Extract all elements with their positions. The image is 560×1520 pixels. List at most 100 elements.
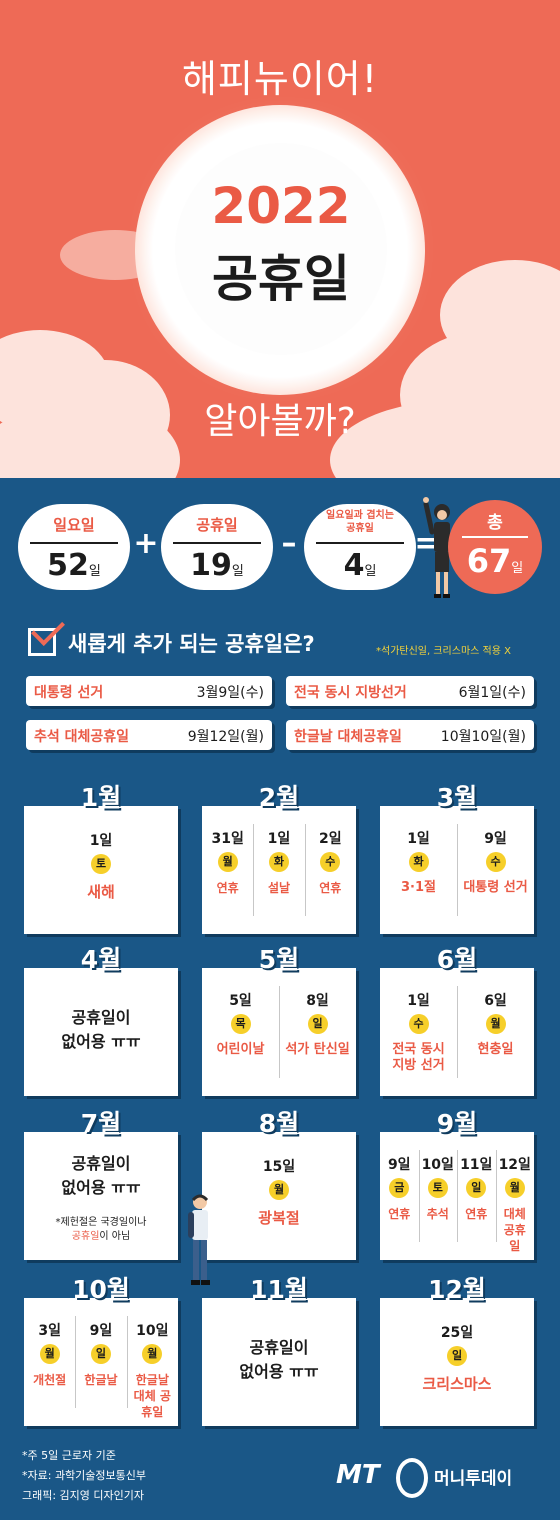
total-label: 총 — [487, 513, 503, 533]
footer-note: *자료: 과학기술정보통신부 — [22, 1469, 147, 1482]
note-text: 이 아님 — [99, 1231, 131, 1242]
weekday-badge: 금 — [389, 1178, 410, 1198]
holiday-name: 대체 공휴일 — [503, 1207, 526, 1253]
new-holiday-item: 전국 동시 지방선거 6월1일(수) — [286, 676, 534, 706]
holiday-entry: 1일 수 전국 동시 지방 선거 — [380, 968, 457, 1096]
plus-sign: + — [133, 526, 159, 561]
holiday-name: 한글날 대체 공휴일 — [133, 1373, 171, 1419]
weekday-badge: 수 — [485, 852, 506, 872]
holiday-day: 2일 — [319, 831, 342, 847]
month-title: 9월 — [436, 1109, 478, 1138]
year-text: 2022 — [211, 177, 351, 235]
holiday-name: 새해 — [87, 883, 115, 901]
column-divider — [457, 986, 458, 1078]
sun-circle: 2022 공휴일 — [175, 143, 387, 355]
holiday-day: 1일 — [89, 833, 113, 849]
hero-section: 해피뉴이어! 2022 공휴일 알아볼까? — [0, 0, 560, 478]
new-holiday-item: 추석 대체공휴일 9월12일(월) — [26, 720, 272, 750]
holiday-day: 25일 — [440, 1325, 474, 1341]
month-title: 1월 — [80, 783, 122, 812]
overlap-pill: 일요일과 겹치는 공휴일 4일 — [304, 504, 416, 590]
holiday-day: 5일 — [229, 993, 252, 1009]
weekday-badge: 일 — [466, 1178, 487, 1198]
holiday-name: 한글날 — [84, 1373, 118, 1387]
logo-name: 머니투데이 — [434, 1469, 513, 1489]
divider — [173, 542, 261, 544]
holiday-day: 10일 — [136, 1323, 169, 1339]
weekday-badge: 화 — [408, 852, 429, 872]
weekday-badge: 토 — [427, 1178, 448, 1198]
month-title: 7월 — [80, 1109, 122, 1138]
weekday-badge: 수 — [320, 852, 341, 872]
new-holiday-name: 한글날 대체공휴일 — [294, 729, 402, 745]
month-card: 9일 금 연휴 10일 토 추석 11일 일 연휴 12일 월 대체 공휴일 — [380, 1132, 534, 1260]
month-title: 6월 — [436, 945, 478, 974]
holiday-name: 연휴 — [465, 1207, 488, 1221]
holiday-name: 연휴 — [319, 881, 342, 895]
weekday-badge: 일 — [447, 1346, 467, 1366]
new-holidays-note: *석가탄신일, 크리스마스 적용 X — [376, 646, 511, 657]
overlap-label: 일요일과 겹치는 공휴일 — [326, 510, 394, 534]
no-holiday-line: 공휴일이 — [249, 1338, 309, 1357]
holiday-day: 6일 — [484, 993, 507, 1009]
footer-credit: 그래픽: 김지영 디자인기자 — [22, 1489, 145, 1502]
holidays-pill: 공휴일 19일 — [161, 504, 273, 590]
holiday-entry: 9일 수 대통령 선거 — [457, 806, 534, 934]
holiday-entry: 3일 월 개천절 — [24, 1298, 75, 1426]
greeting-text: 해피뉴이어! — [181, 57, 379, 101]
divider — [316, 542, 404, 544]
month-title: 5월 — [258, 945, 300, 974]
column-divider — [457, 824, 458, 916]
holiday-day: 9일 — [89, 1323, 113, 1339]
holiday-day: 1일 — [407, 831, 430, 847]
new-holiday-date: 10월10일(월) — [440, 729, 526, 745]
column-divider — [279, 986, 280, 1078]
holiday-name: 연휴 — [388, 1207, 411, 1221]
no-holiday-line: 공휴일이 — [71, 1154, 131, 1173]
weekday-badge: 목 — [230, 1014, 251, 1034]
holiday-entry: 9일 금 연휴 — [380, 1132, 419, 1260]
footer-notes: *주 5일 근로자 기준 *자료: 과학기술정보통신부 그래픽: 김지영 디자인… — [22, 1446, 146, 1506]
month-card: 3일 월 개천절 9일 일 한글날 10일 월 한글날 대체 공휴일 — [24, 1298, 178, 1426]
note-line: 공휴일이 아님 — [24, 1230, 178, 1244]
holiday-entry: 31일 월 연휴 — [202, 806, 253, 934]
holiday-entry: 8일 일 석가 탄신일 — [279, 968, 356, 1096]
holiday-name: 개천절 — [33, 1373, 67, 1387]
month-card: 공휴일이 없어용 ㅠㅠ — [24, 968, 178, 1096]
total-circle: 총 67일 — [448, 500, 542, 594]
holiday-name: 현충일 — [477, 1042, 514, 1057]
sundays-pill: 일요일 52일 — [18, 504, 130, 590]
new-holiday-item: 대통령 선거 3월9일(수) — [26, 676, 272, 706]
holiday-name: 어린이날 — [216, 1042, 265, 1057]
holiday-entry: 10일 토 추석 — [419, 1132, 458, 1260]
month-title: 4월 — [80, 945, 122, 974]
holiday-day: 12일 — [498, 1157, 531, 1173]
weekday-badge: 수 — [408, 1014, 429, 1034]
total-value: 67일 — [466, 542, 524, 580]
new-holiday-date: 3월9일(수) — [196, 685, 264, 701]
new-holiday-name: 추석 대체공휴일 — [34, 729, 130, 745]
month-card: 25일 일 크리스마스 — [380, 1298, 534, 1426]
mt-logo-icon — [396, 1458, 428, 1498]
divider — [462, 536, 528, 538]
weekday-badge: 월 — [142, 1344, 163, 1364]
minus-sign: – — [281, 526, 297, 561]
holiday-name: 추석 — [426, 1207, 449, 1221]
column-divider — [126, 1316, 128, 1408]
divider — [30, 542, 118, 544]
woman-cheering-icon — [423, 497, 450, 598]
sundays-value: 52일 — [47, 548, 101, 583]
no-holiday-text: 공휴일이 없어용 ㅠㅠ — [24, 1006, 178, 1054]
month-card: 15일 월 광복절 — [202, 1132, 356, 1260]
holiday-day: 8일 — [306, 993, 329, 1009]
holiday-entry: 6일 월 현충일 — [457, 968, 534, 1096]
month-title: 10월 — [72, 1275, 130, 1304]
no-holiday-line: 공휴일이 — [71, 1008, 131, 1027]
month-title: 12월 — [428, 1275, 486, 1304]
column-divider — [457, 1150, 458, 1242]
weekday-badge: 토 — [91, 854, 111, 874]
note-highlight: 공휴일 — [71, 1231, 100, 1242]
column-divider — [304, 824, 306, 916]
